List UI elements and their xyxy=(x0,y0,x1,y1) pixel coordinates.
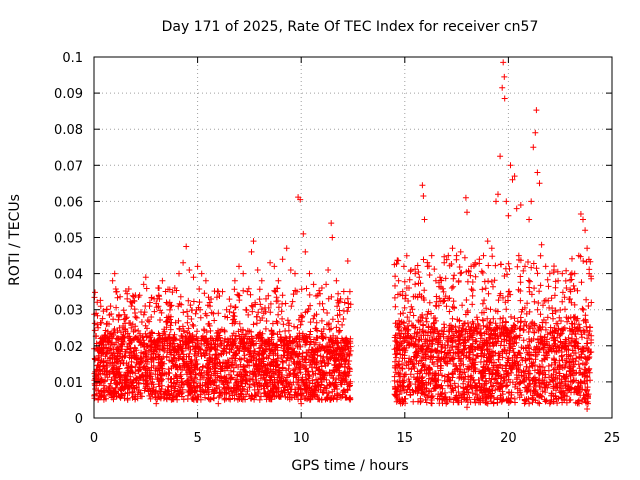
x-tick-label: 5 xyxy=(193,431,201,446)
x-axis-label: GPS time / hours xyxy=(291,458,408,474)
y-tick-label: 0.08 xyxy=(54,123,83,138)
x-tick-label: 15 xyxy=(397,431,414,446)
y-tick-label: 0.06 xyxy=(54,195,83,210)
series-roti-markers xyxy=(91,59,595,412)
y-tick-label: 0.02 xyxy=(54,340,83,355)
axis-ticks xyxy=(93,56,613,419)
y-tick-label: 0.1 xyxy=(62,51,83,66)
y-tick-label: 0.09 xyxy=(54,87,83,102)
y-tick-label: 0.03 xyxy=(54,304,83,319)
y-tick-label: 0.07 xyxy=(54,159,83,174)
chart-title: Day 171 of 2025, Rate Of TEC Index for r… xyxy=(162,19,539,35)
data-points xyxy=(91,59,595,412)
x-tick-label: 25 xyxy=(604,431,621,446)
y-tick-label: 0.01 xyxy=(54,376,83,391)
x-tick-label: 20 xyxy=(500,431,517,446)
y-axis-label: ROTI / TECUs xyxy=(7,194,23,286)
y-tick-label: 0.05 xyxy=(54,232,83,247)
x-tick-label: 10 xyxy=(293,431,310,446)
y-tick-label: 0 xyxy=(75,412,83,427)
tick-labels: 0 0.01 0.02 0.03 0.04 0.05 0.06 0.07 0.08 0.09 0.1… xyxy=(54,51,620,446)
y-tick-label: 0.04 xyxy=(54,268,83,283)
x-tick-label: 0 xyxy=(90,431,98,446)
